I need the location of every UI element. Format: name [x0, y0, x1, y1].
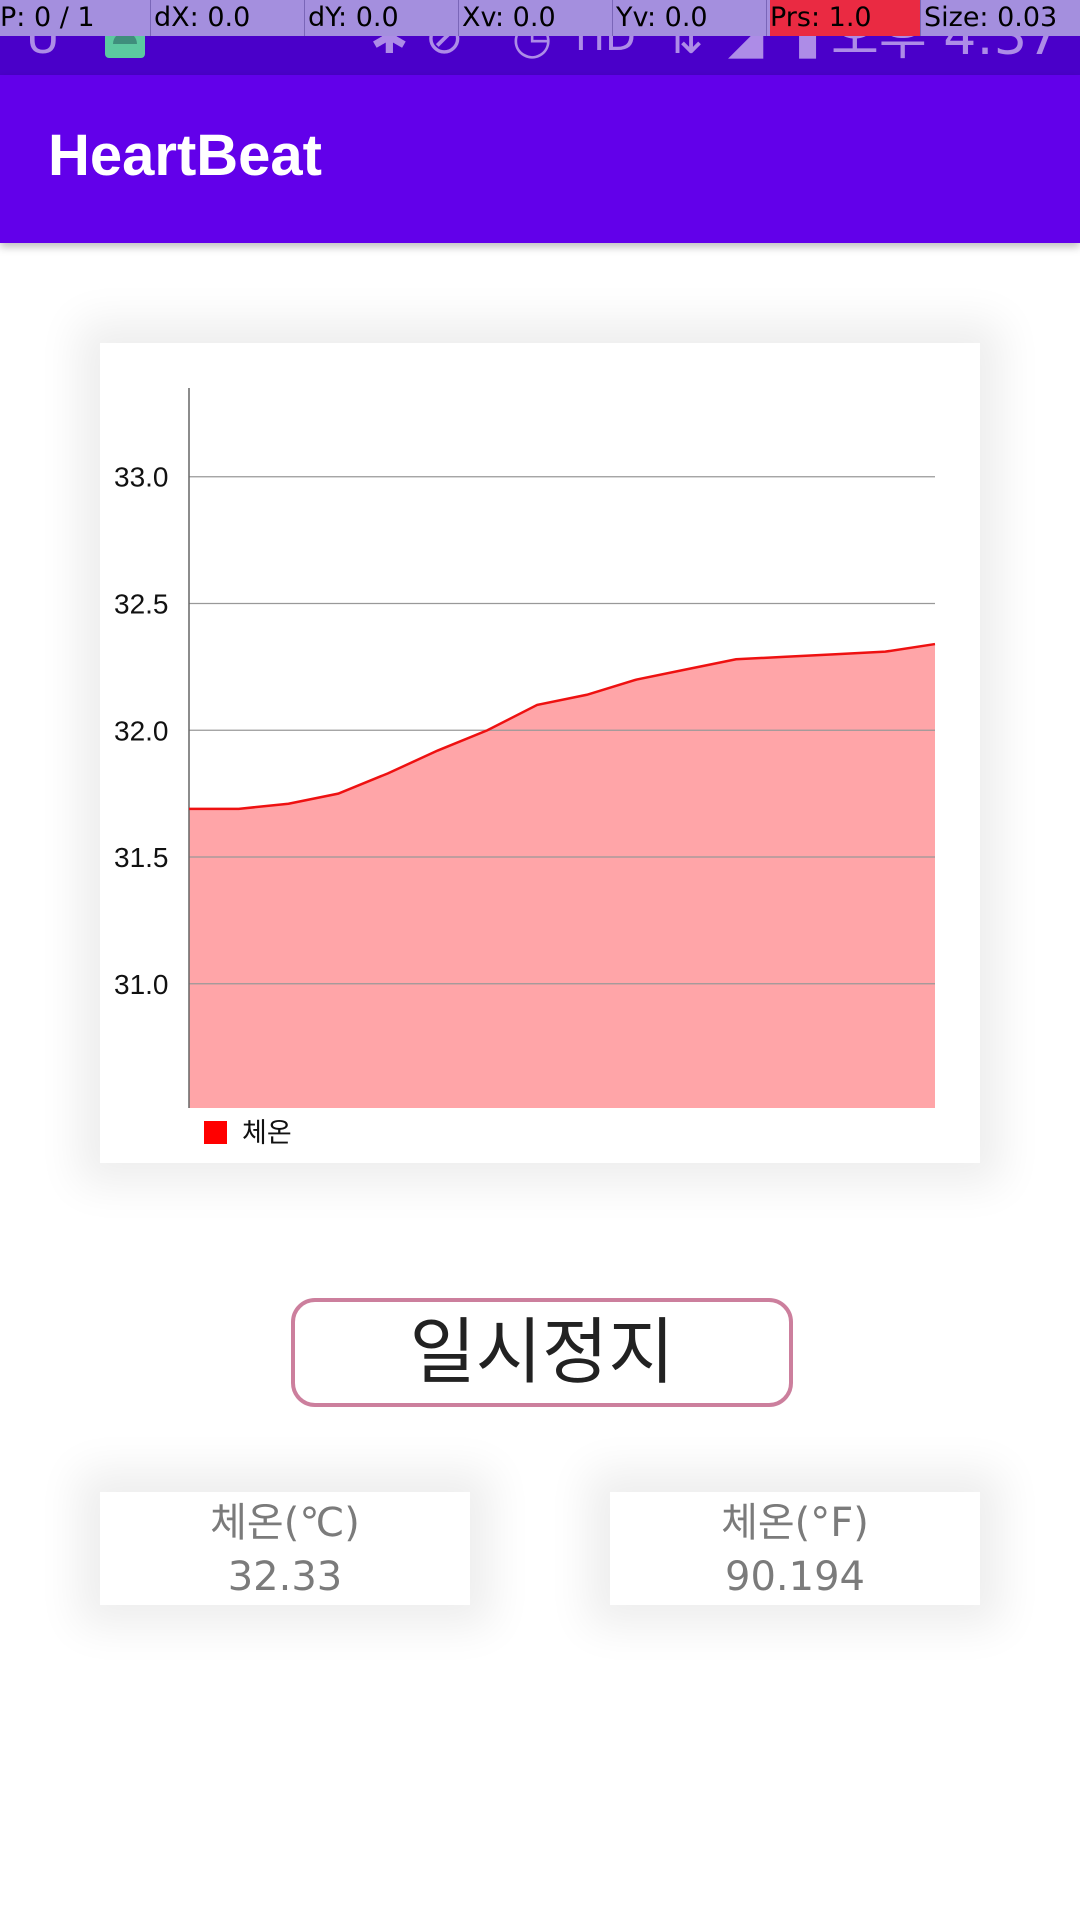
temperature-chart: 31.0 31.5 32.0 32.5 33.0 체온 — [114, 388, 936, 1149]
pause-button[interactable]: 일시정지 — [291, 1298, 793, 1407]
y-tick-label: 33.0 — [114, 462, 169, 493]
celsius-value: 32.33 — [227, 1554, 343, 1600]
pointer-count: P: 0 / 1 — [0, 0, 151, 36]
series-line — [189, 642, 936, 811]
pointer-pressure: Prs: 1.0 — [770, 0, 921, 36]
series-area — [189, 644, 935, 1108]
pointer-xv: Xv: 0.0 — [462, 0, 613, 36]
celsius-readout: 체온(℃) 32.33 — [100, 1492, 470, 1605]
fahrenheit-value: 90.194 — [725, 1554, 865, 1600]
legend-label: 체온 — [242, 1118, 292, 1149]
y-tick-label: 31.0 — [114, 969, 169, 1000]
y-tick-label: 31.5 — [114, 842, 169, 873]
celsius-label: 체온(℃) — [210, 1500, 360, 1546]
pointer-size: Size: 0.03 — [924, 2, 1058, 33]
y-tick-label: 32.0 — [114, 715, 169, 746]
pointer-dy: dY: 0.0 — [308, 0, 459, 36]
chart-card: 31.0 31.5 32.0 32.5 33.0 체온 — [100, 343, 980, 1163]
pointer-yv: Yv: 0.0 — [616, 0, 767, 36]
pointer-dx: dX: 0.0 — [154, 0, 305, 36]
pointer-location-overlay: P: 0 / 1 dX: 0.0 dY: 0.0 Xv: 0.0 Yv: 0.0… — [0, 0, 1080, 36]
fahrenheit-readout: 체온(°F) 90.194 — [610, 1492, 980, 1605]
status-bar: U ✱ ⊘ ◷ HD ⇅ ◢ ▮ 오후 4:37 P: 0 / 1 dX: 0.… — [0, 0, 1080, 75]
fahrenheit-label: 체온(°F) — [721, 1500, 869, 1546]
legend-swatch — [204, 1121, 227, 1144]
app-bar: HeartBeat — [0, 75, 1080, 243]
app-title: HeartBeat — [48, 123, 322, 188]
y-tick-label: 32.5 — [114, 588, 169, 619]
